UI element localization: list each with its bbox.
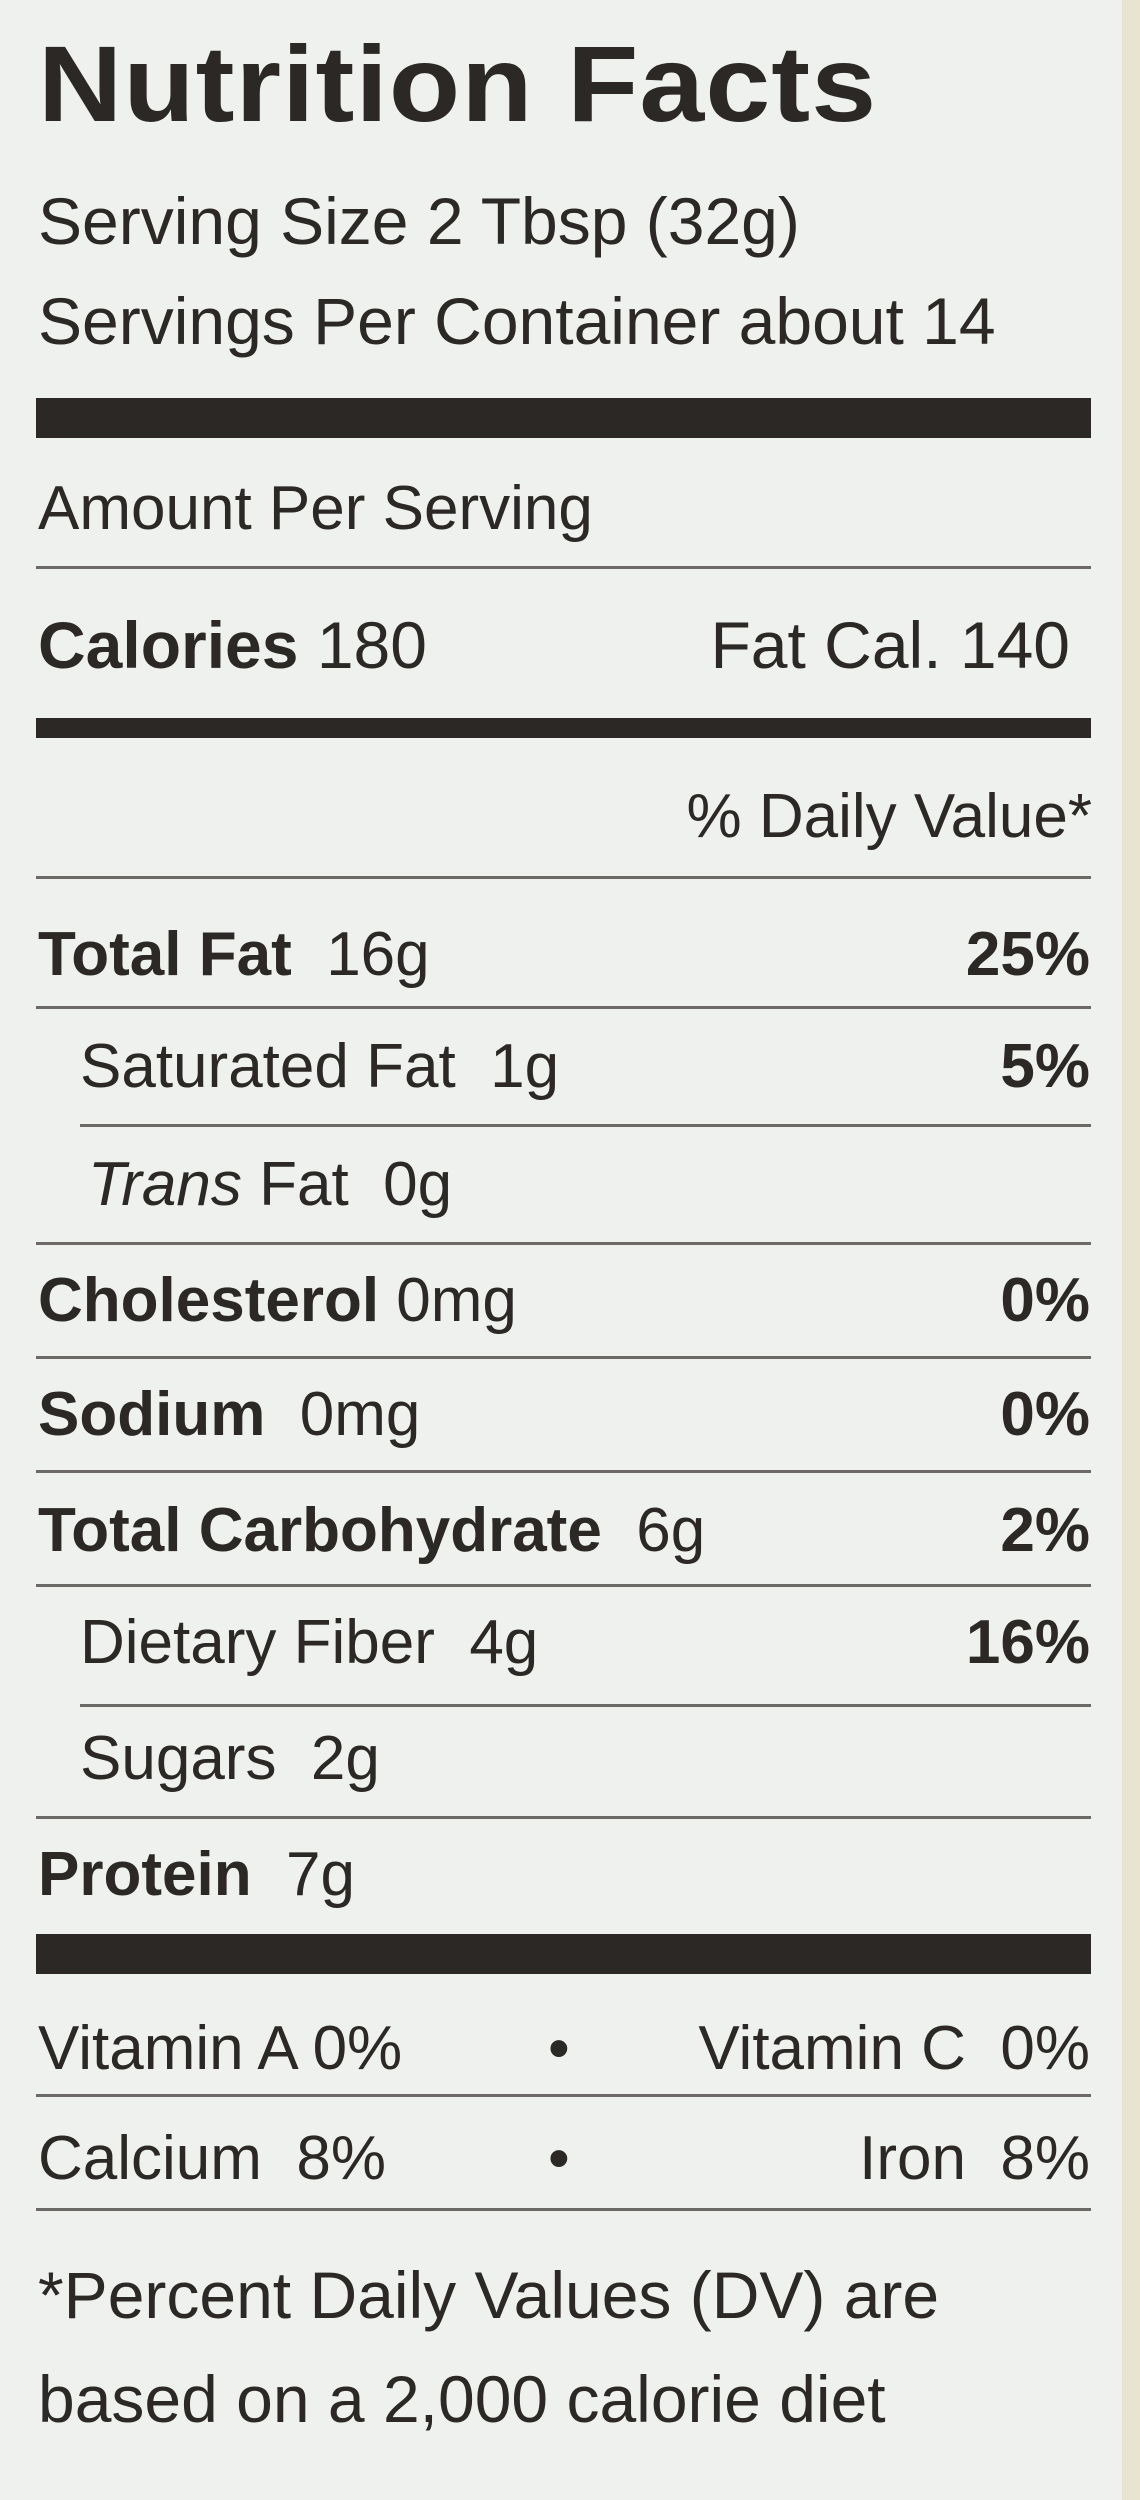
footnote-line-1: *Percent Daily Values (DV) are [38, 2258, 940, 2332]
servings-per-container: Servings Per Container about 14 [38, 284, 996, 358]
divider [36, 1470, 1091, 1473]
nutrient-label: Total Carbohydrate [38, 1496, 602, 1565]
bullet-separator: • [548, 2014, 570, 2083]
protein-row: Protein 7g [38, 1844, 355, 1906]
nutrient-amount: 6g [636, 1496, 706, 1565]
nutrient-amount: 1g [490, 1032, 560, 1101]
calories-label: Calories [38, 608, 299, 682]
serving-size: Serving Size 2 Tbsp (32g) [38, 184, 800, 258]
cholesterol-row: Cholesterol 0mg [38, 1270, 517, 1332]
nutrient-dv: 5% [1000, 1032, 1090, 1101]
vitamin-a: Vitamin A 0% [38, 2014, 403, 2083]
saturated-fat-row: Saturated Fat 1g [80, 1036, 559, 1098]
calories-row: Calories 180 [38, 612, 427, 678]
nutrient-label: Saturated Fat [80, 1032, 456, 1101]
total-fat-row: Total Fat 16g [38, 924, 430, 986]
iron: Iron 8% [859, 2124, 1090, 2193]
footnote-line-2: based on a 2,000 calorie diet [38, 2362, 886, 2436]
total-carbohydrate-row: Total Carbohydrate 6g [38, 1500, 705, 1562]
divider [36, 566, 1091, 569]
nutrient-label: Protein [38, 1840, 252, 1909]
nutrient-amount: 0mg [396, 1266, 517, 1335]
nutrient-amount: 4g [469, 1608, 539, 1677]
fat-calories: Fat Cal. 140 [710, 608, 1070, 682]
divider [36, 876, 1091, 879]
label-title: Nutrition Facts [38, 23, 878, 144]
calcium: Calcium 8% [38, 2124, 386, 2193]
trans-fat-row: Trans Fat 0g [88, 1154, 452, 1216]
nutrient-dv: 0% [1000, 1266, 1090, 1335]
nutrient-label-italic: Trans [88, 1150, 242, 1219]
label-edge [1122, 0, 1140, 2500]
vitamin-c: Vitamin C 0% [698, 2014, 1090, 2083]
nutrient-label: Cholesterol [38, 1266, 380, 1335]
nutrient-amount: 7g [286, 1840, 356, 1909]
nutrient-label: Sugars [80, 1724, 277, 1793]
divider [80, 1124, 1091, 1127]
nutrient-label: Total Fat [38, 920, 292, 989]
divider [36, 2094, 1091, 2097]
nutrient-label: Sodium [38, 1380, 266, 1449]
divider [36, 1006, 1091, 1009]
divider [36, 1242, 1091, 1245]
daily-value-header: % Daily Value* [686, 782, 1092, 851]
thick-divider [36, 1934, 1091, 1974]
sodium-row: Sodium 0mg [38, 1384, 420, 1446]
nutrient-label: Dietary Fiber [80, 1608, 435, 1677]
nutrient-amount: 0mg [299, 1380, 421, 1449]
divider [80, 1704, 1091, 1707]
nutrient-dv: 16% [965, 1608, 1090, 1677]
divider [36, 1356, 1091, 1359]
amount-per-serving: Amount Per Serving [38, 474, 593, 543]
calories-value: 180 [316, 608, 427, 682]
medium-divider [36, 718, 1091, 738]
dietary-fiber-row: Dietary Fiber 4g [80, 1612, 538, 1674]
nutrient-dv: 0% [1000, 1380, 1090, 1449]
thick-divider [36, 398, 1091, 438]
sugars-row: Sugars 2g [80, 1728, 380, 1790]
bullet-separator: • [548, 2124, 570, 2193]
nutrient-dv: 25% [965, 920, 1090, 989]
divider [36, 1584, 1091, 1587]
nutrient-label: Fat [259, 1150, 349, 1219]
divider [36, 1816, 1091, 1819]
nutrient-amount: 16g [326, 920, 430, 989]
nutrient-amount: 2g [310, 1724, 380, 1793]
nutrient-amount: 0g [383, 1150, 453, 1219]
divider [36, 2208, 1091, 2211]
nutrient-dv: 2% [1000, 1496, 1090, 1565]
